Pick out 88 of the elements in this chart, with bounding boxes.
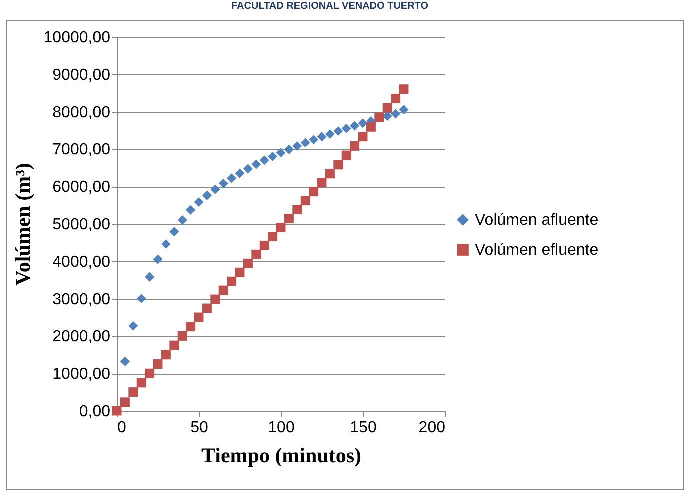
point <box>382 112 392 122</box>
point <box>276 222 286 232</box>
point <box>210 184 220 194</box>
point <box>202 304 212 314</box>
point <box>227 174 237 184</box>
x-tick-label: 50 <box>190 420 208 436</box>
point <box>218 178 228 188</box>
point <box>276 148 286 158</box>
point <box>178 331 188 341</box>
point <box>153 254 163 264</box>
point <box>325 169 335 179</box>
point <box>218 286 228 296</box>
point <box>243 164 253 174</box>
point <box>210 294 220 304</box>
y-tick-label: 8000,00 <box>52 104 111 122</box>
point <box>268 232 278 242</box>
y-tick-label: 0,00 <box>79 404 111 420</box>
point <box>391 109 401 119</box>
point <box>358 132 368 142</box>
point <box>252 160 262 170</box>
point <box>202 190 212 200</box>
y-axis-title: Volúmen (m³) <box>10 163 35 286</box>
point <box>170 227 180 237</box>
point <box>391 94 401 104</box>
point <box>260 156 270 166</box>
point <box>342 124 352 134</box>
point <box>235 168 245 178</box>
point <box>170 340 180 350</box>
point <box>128 388 138 398</box>
point <box>186 322 196 332</box>
point <box>252 250 262 260</box>
point <box>227 276 237 286</box>
point <box>120 356 130 366</box>
point <box>145 272 155 282</box>
point <box>399 105 409 115</box>
y-tick-label: 1000,00 <box>52 366 111 384</box>
point <box>161 350 171 360</box>
point <box>194 198 204 208</box>
point <box>300 196 310 206</box>
y-tick-label: 6000,00 <box>52 179 111 196</box>
legend-label: Volúmen afluente <box>475 212 599 229</box>
point <box>366 122 376 132</box>
point <box>136 294 146 304</box>
point <box>342 150 352 160</box>
y-tick-label: 10000,00 <box>44 30 111 46</box>
point <box>128 321 138 331</box>
point <box>350 121 360 131</box>
x-tick-label: 0 <box>118 420 126 436</box>
point <box>186 205 196 215</box>
point <box>374 112 384 122</box>
point <box>153 360 163 369</box>
point <box>284 214 294 224</box>
legend-label: Volúmen efluente <box>475 242 599 259</box>
point <box>260 240 270 250</box>
point <box>145 368 155 378</box>
point <box>178 216 188 226</box>
x-tick-label: 100 <box>268 420 295 436</box>
point <box>334 160 344 170</box>
point <box>136 378 146 388</box>
x-tick-label: 150 <box>350 420 377 436</box>
point <box>334 126 344 136</box>
y-tick-label: 9000,00 <box>52 66 111 84</box>
y-tick-label: 4000,00 <box>52 254 111 271</box>
point <box>399 84 409 94</box>
text: FACULTAD REGIONAL VENADO TUERTO <box>230 0 430 14</box>
point <box>243 258 253 268</box>
point <box>325 129 335 139</box>
point <box>284 144 294 154</box>
point <box>317 132 327 142</box>
x-tick-label: 200 <box>418 420 446 436</box>
point <box>317 178 327 188</box>
point <box>120 398 130 408</box>
y-tick-label: 5000,00 <box>52 216 111 234</box>
x-axis-title: Tiempo (minutos) <box>201 444 362 468</box>
y-tick-label: 2000,00 <box>52 328 111 346</box>
point <box>292 141 302 151</box>
point <box>358 118 368 128</box>
point <box>268 152 278 162</box>
y-tick-label: 7000,00 <box>52 142 111 159</box>
point <box>309 187 319 197</box>
point <box>350 141 360 151</box>
point <box>161 239 171 249</box>
point <box>309 135 319 145</box>
point <box>292 205 302 215</box>
y-tick-label: 3000,00 <box>52 291 111 308</box>
point <box>300 138 310 148</box>
point <box>382 103 392 113</box>
point <box>235 268 245 278</box>
